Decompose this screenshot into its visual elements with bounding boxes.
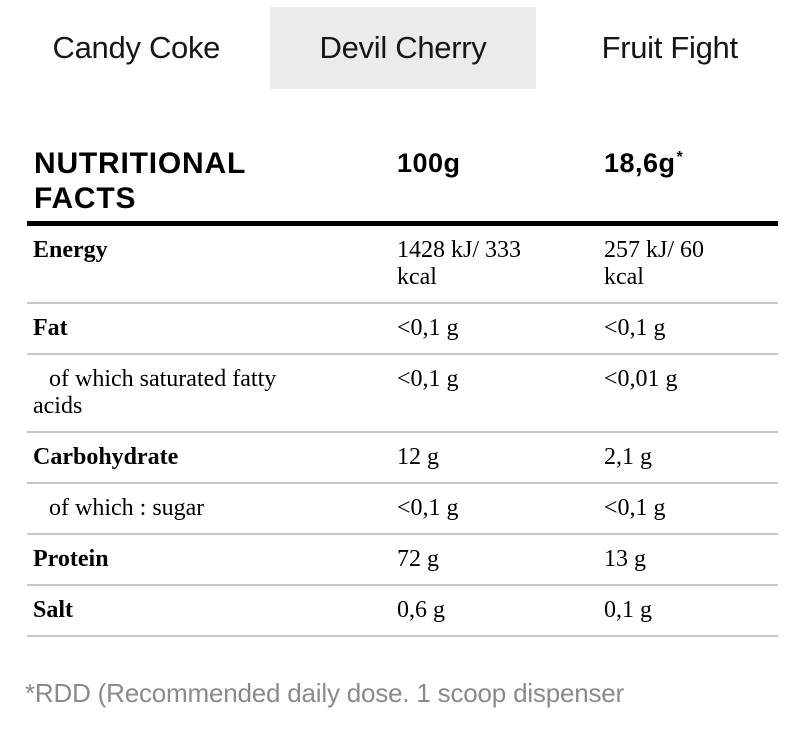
row-value-serving: 257 kJ/ 60 kcal: [604, 237, 705, 290]
row-label: Fat: [33, 315, 68, 341]
row-value-serving: <0,01 g: [604, 366, 678, 392]
table-title: NUTRITIONAL FACTS: [27, 146, 397, 216]
row-label: Protein: [33, 546, 109, 572]
table-row: Carbohydrate 12 g 2,1 g: [27, 433, 778, 484]
row-label: Carbohydrate: [33, 444, 179, 470]
column-header-serving: 18,6g*: [604, 148, 684, 178]
row-value-serving: 2,1 g: [604, 444, 652, 470]
table-row: of which : sugar <0,1 g <0,1 g: [27, 484, 778, 535]
table-row: Energy 1428 kJ/ 333 kcal 257 kJ/ 60 kcal: [27, 226, 778, 304]
row-label: Salt: [33, 597, 74, 623]
table-row: of which saturated fatty acids <0,1 g <0…: [27, 355, 778, 433]
table-header-row: NUTRITIONAL FACTS 100g 18,6g*: [27, 89, 778, 226]
row-label: of which saturated fatty acids: [33, 366, 277, 419]
footnote: *RDD (Recommended daily dose. 1 scoop di…: [25, 678, 625, 708]
row-value-100g: 1428 kJ/ 333 kcal: [397, 237, 522, 290]
row-value-100g: <0,1 g: [397, 495, 459, 521]
flavor-tab-label: Devil Cherry: [319, 30, 487, 65]
table-body: Energy 1428 kJ/ 333 kcal 257 kJ/ 60 kcal…: [27, 226, 778, 637]
row-value-100g: 0,6 g: [397, 597, 445, 623]
flavor-tab-fruit-fight[interactable]: Fruit Fight: [536, 7, 803, 89]
flavor-tab-candy-coke[interactable]: Candy Coke: [3, 7, 270, 89]
row-value-100g: <0,1 g: [397, 366, 459, 392]
table-row: Fat <0,1 g <0,1 g: [27, 304, 778, 355]
row-value-serving: <0,1 g: [604, 495, 666, 521]
table-row: Salt 0,6 g 0,1 g: [27, 586, 778, 637]
row-value-100g: 72 g: [397, 546, 439, 572]
flavor-tab-label: Fruit Fight: [601, 30, 739, 65]
row-value-serving: 13 g: [604, 546, 646, 572]
row-value-100g: 12 g: [397, 444, 439, 470]
footnote-asterisk: *: [676, 149, 684, 166]
flavor-tab-devil-cherry[interactable]: Devil Cherry: [269, 7, 537, 89]
table-title-line2: FACTS: [34, 182, 137, 215]
column-header-100g: 100g: [397, 148, 461, 178]
row-value-serving: <0,1 g: [604, 315, 666, 341]
table-title-line1: NUTRITIONAL: [34, 147, 247, 180]
row-label: Energy: [33, 237, 108, 263]
nutrition-table: NUTRITIONAL FACTS 100g 18,6g* Energy 142…: [27, 89, 778, 637]
flavor-tab-bar: Candy Coke Devil Cherry Fruit Fight: [0, 7, 806, 89]
row-label: of which : sugar: [49, 495, 205, 521]
row-value-serving: 0,1 g: [604, 597, 652, 623]
row-value-100g: <0,1 g: [397, 315, 459, 341]
table-row: Protein 72 g 13 g: [27, 535, 778, 586]
flavor-tab-label: Candy Coke: [52, 30, 221, 65]
